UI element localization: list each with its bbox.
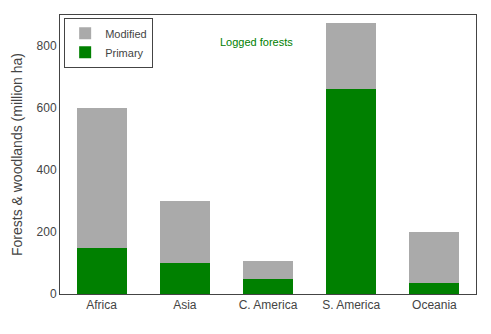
svg-text:C. America: C. America (239, 298, 298, 312)
svg-text:Logged forests: Logged forests (220, 36, 293, 48)
svg-text:Africa: Africa (86, 298, 117, 312)
svg-text:Oceania: Oceania (412, 298, 457, 312)
svg-text:Primary: Primary (105, 47, 143, 59)
svg-text:S. America: S. America (322, 298, 380, 312)
svg-text:Forests & woodlands (million h: Forests & woodlands (million ha) (9, 53, 25, 256)
svg-text:200: 200 (37, 225, 57, 239)
svg-text:400: 400 (37, 163, 57, 177)
svg-text:Asia: Asia (173, 298, 197, 312)
svg-text:0: 0 (50, 287, 57, 301)
svg-text:600: 600 (37, 101, 57, 115)
svg-text:800: 800 (37, 39, 57, 53)
svg-text:Modified: Modified (105, 28, 147, 40)
